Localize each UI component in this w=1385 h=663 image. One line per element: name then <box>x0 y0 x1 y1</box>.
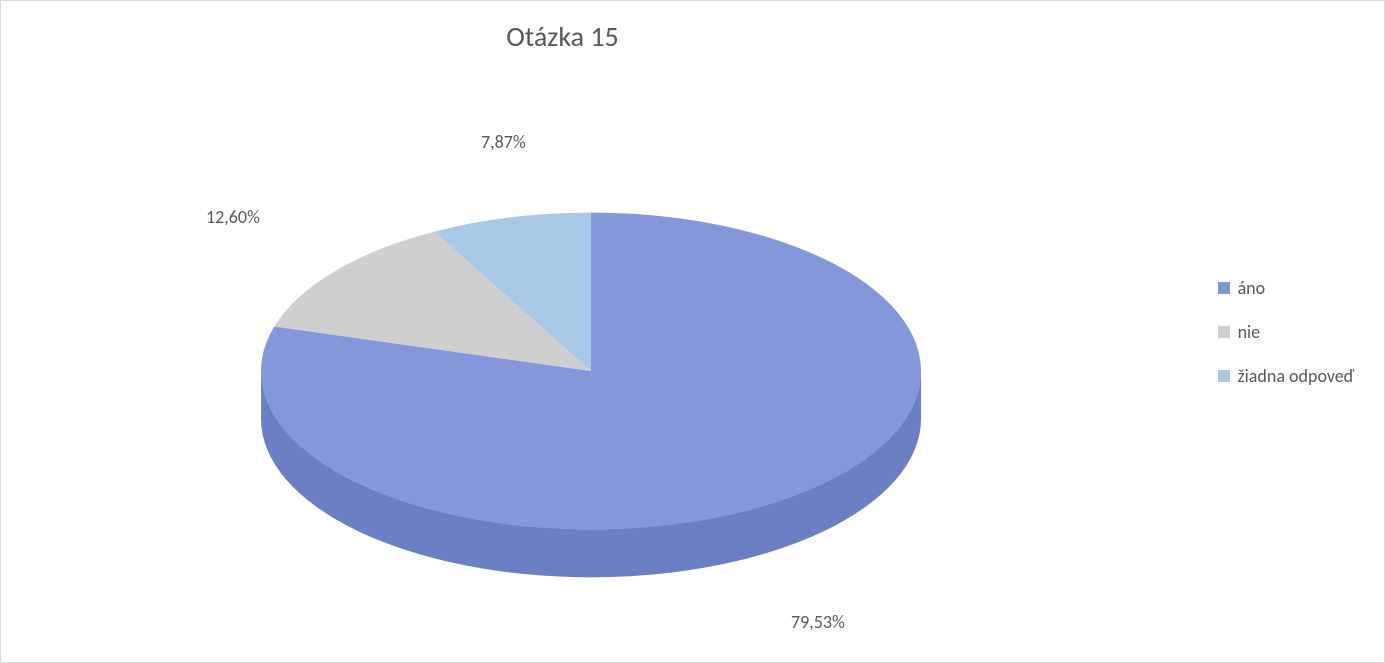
pie-svg <box>31 71 1051 641</box>
chart-container: Otázka 15 79,53% 12,60% 7,87% áno nie žiadna… <box>0 0 1385 663</box>
legend-item: áno <box>1218 277 1354 299</box>
chart-title: Otázka 15 <box>1 19 1124 54</box>
legend-swatch <box>1218 370 1230 382</box>
slice-label: 7,87% <box>481 131 526 153</box>
legend-swatch <box>1218 326 1230 338</box>
legend-item: žiadna odpoveď <box>1218 365 1354 387</box>
legend-swatch <box>1218 282 1230 294</box>
slice-label: 79,53% <box>791 611 845 633</box>
legend-label: žiadna odpoveď <box>1238 365 1354 387</box>
legend-label: nie <box>1238 321 1261 343</box>
pie-plot-area: 79,53% 12,60% 7,87% <box>31 71 1051 641</box>
legend-label: áno <box>1238 277 1266 299</box>
legend: áno nie žiadna odpoveď <box>1218 277 1354 387</box>
slice-label: 12,60% <box>206 206 260 228</box>
legend-item: nie <box>1218 321 1354 343</box>
